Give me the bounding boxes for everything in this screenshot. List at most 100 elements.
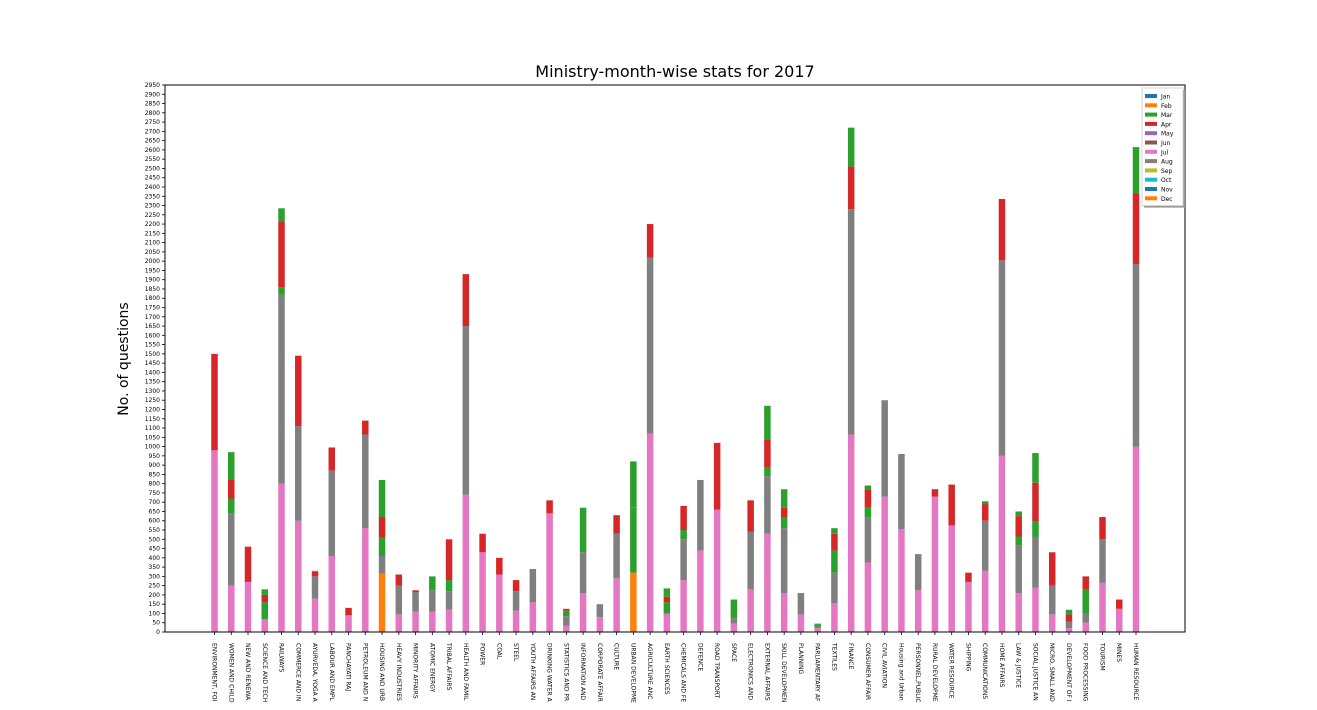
bar-segment [730,618,738,624]
bar-segment [1015,511,1022,517]
x-tick-label: EARTH SCIENCES [663,643,670,695]
bar-segment [395,574,403,586]
bar-segment [931,489,939,497]
bar-segment [831,603,838,632]
y-tick-label: 1700 [145,314,160,321]
bar-segment [261,589,269,595]
bar-segment [680,580,687,632]
legend-label: Nov [1161,187,1173,194]
x-tick-label: WOMEN AND CHILD [227,643,234,703]
y-tick-label: 950 [149,453,161,460]
bar-segment [1032,453,1039,483]
x-tick-label: URBAN DEVELOPME [629,643,636,703]
x-tick-label: PARLIAMENTARY AF [814,643,821,702]
bar-segment [764,476,771,534]
bar-segment [496,557,503,575]
bar-segment [278,287,285,295]
x-tick-label: COMMERCE AND IN [294,643,301,701]
bar-segment [831,528,838,534]
x-tick-label: SHIPPING [964,643,971,672]
x-tick-label: SCIENCE AND TECH [261,643,268,702]
bar-segment [1132,193,1140,264]
bar-segment [596,617,604,632]
y-tick-label: 2600 [145,147,160,154]
bar-segment [998,455,1006,632]
x-tick-label: NEW AND RENEWA [244,643,251,701]
y-tick-label: 900 [149,462,161,469]
bar-segment [831,572,838,604]
y-tick-label: 2150 [145,230,160,237]
bar-segment [864,517,872,563]
x-tick-label: SPACE [730,643,737,662]
bar-segment [1132,147,1140,194]
bar-segment [1015,536,1022,546]
bar-segment [563,616,570,626]
y-tick-label: 50 [152,620,160,627]
bar-segment [395,585,403,615]
bar-segment [797,593,805,615]
bar-segment [362,434,369,529]
x-tick-label: PETROLEUM AND N [361,643,368,701]
bar-segment [948,484,955,526]
x-tick-label: ATOMIC ENERGY [428,643,435,693]
bar-segment [311,571,319,577]
bar-segment [462,494,470,632]
bar-segment [295,426,302,521]
legend-label: Jan [1160,94,1170,101]
bar-segment [328,555,336,632]
bar-segment [814,624,821,627]
y-tick-label: 1950 [145,267,160,274]
chart-title: Ministry-month-wise stats for 2017 [535,62,814,81]
y-tick-label: 2500 [145,165,160,172]
bar-segment [596,604,604,618]
bar-segment [847,127,855,167]
bar-segment [345,607,352,616]
x-tick-label: COAL [495,643,502,660]
y-axis: 0 50 100 150 200 250 300 350 400 450 500 550 600 650 7… [145,82,165,636]
y-tick-label: 450 [149,546,161,553]
bar-segment [646,433,654,632]
y-tick-label: 1300 [145,388,160,395]
bar-segment [429,590,436,612]
bar-segment [981,504,989,521]
x-tick-label: EXTERNAL AFFAIRS [763,643,770,701]
bar-segment [1115,599,1123,609]
bar-segment [311,570,319,572]
y-tick-label: 2250 [145,212,160,219]
y-tick-label: 2050 [145,249,160,256]
bar-segment [780,528,788,594]
bar-segment [1065,621,1073,629]
legend-label: May [1161,131,1174,138]
x-tick-label: SKILL DEVELOPMEN [780,643,787,702]
bar-segment [496,574,503,632]
bar-segment [646,257,654,434]
x-tick-label: RAILWAYS [278,643,285,673]
x-tick-label: AGRICULTURE ANC [646,643,653,699]
legend-swatch [1145,177,1157,182]
x-tick-label: TEXTILES [830,642,837,671]
bar-segment [864,485,872,490]
bar-segment [814,623,821,625]
x-tick-label: TOURISM [1098,642,1105,671]
y-tick-label: 1150 [145,416,160,423]
x-tick-label: POWER [479,643,486,665]
y-tick-label: 200 [149,592,161,599]
bar-segment [244,581,252,632]
bar-segment [780,489,788,508]
y-tick-label: 1650 [145,323,160,330]
bar-segment [228,513,235,586]
bar-segment [680,539,687,581]
bar-segment [579,507,587,553]
x-tick-label: CORPORATE AFFAIR [596,643,603,702]
bar-segment [630,572,637,632]
bar-segment [1032,521,1039,537]
y-tick-label: 2750 [145,119,160,126]
y-tick-label: 2100 [145,240,160,247]
x-tick-label: CULTURE [613,643,620,670]
bar-segment [228,585,235,632]
bar-segment [965,572,972,582]
bar-segment [613,515,620,534]
bar-segment [663,588,671,597]
bar-segment [780,507,788,518]
legend-swatch [1145,140,1157,145]
